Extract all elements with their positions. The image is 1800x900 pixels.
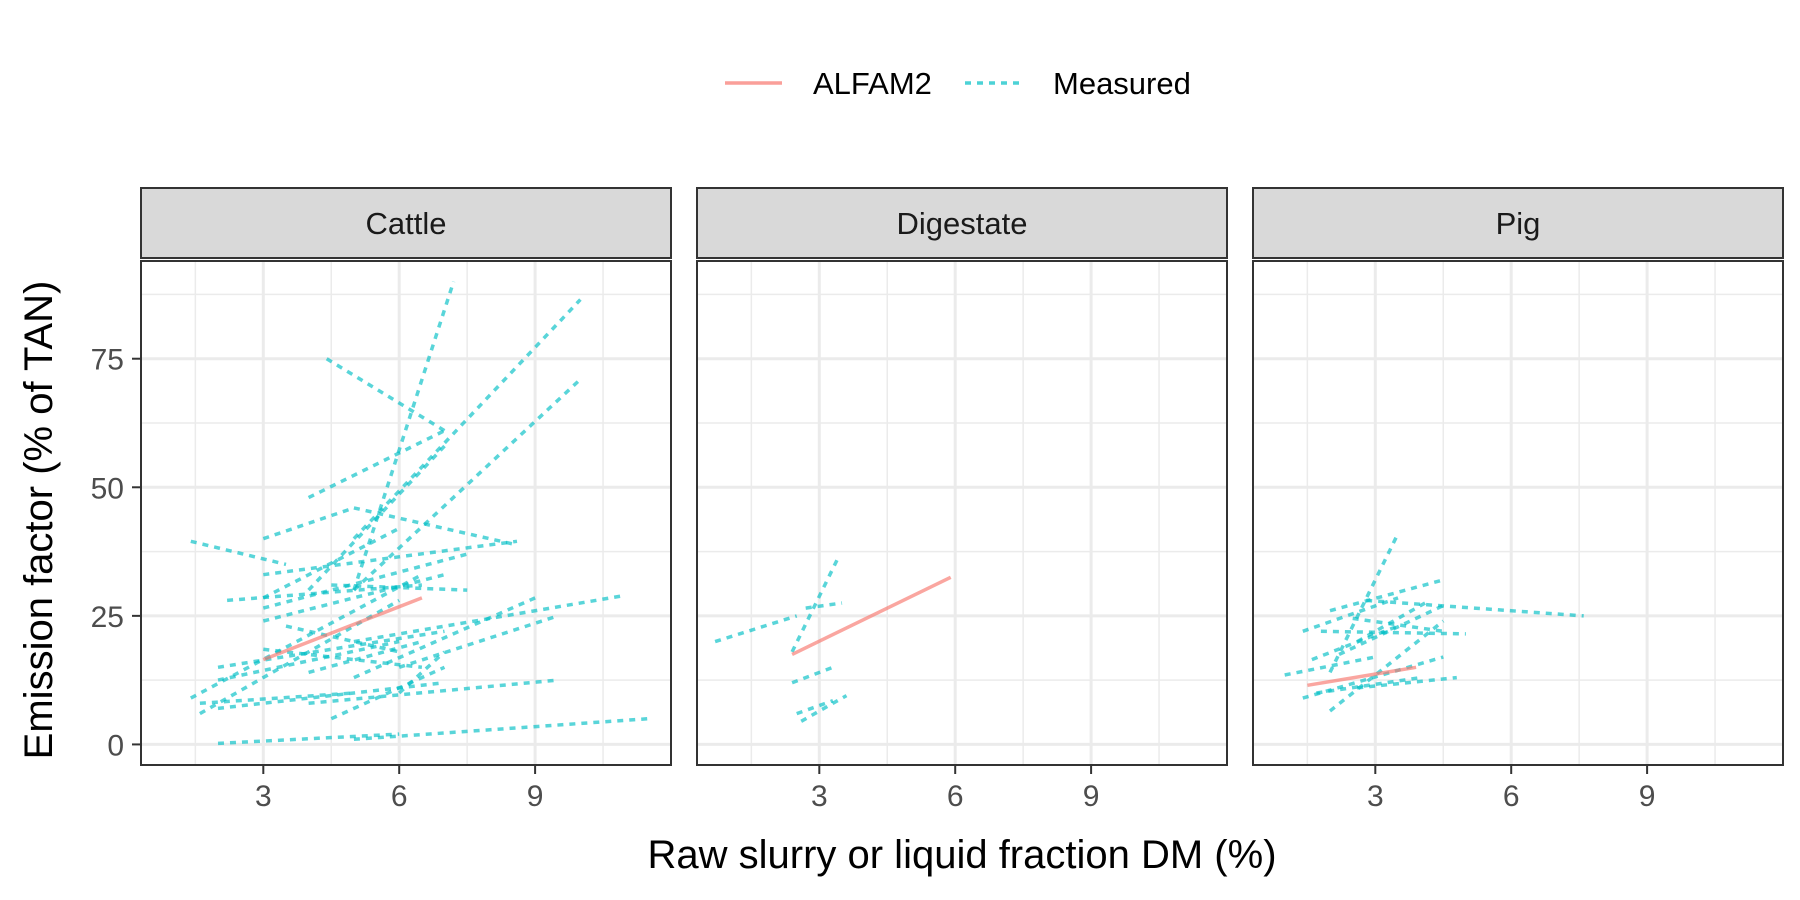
series-line-measured-digestate [800,694,848,723]
x-tick-label: 9 [1639,780,1656,813]
x-tick-label: 6 [947,780,964,813]
series-line-measured-cattle [217,629,445,670]
series-line-measured-cattle [352,378,582,592]
series-line-measured-pig [1329,578,1444,613]
y-tick-label: 75 [91,344,124,377]
series-line-alfam2-pig [1307,665,1417,688]
legend: ALFAM2 Measured [725,66,1191,101]
x-tick-label: 3 [1367,780,1384,813]
legend-label-measured: Measured [1053,66,1191,101]
y-tick-label: 50 [91,472,124,505]
series-line-measured-cattle [331,583,468,592]
series-line-measured-pig [1302,655,1444,700]
panel-border-digestate [696,260,1228,766]
series-line-measured-cattle [285,624,400,654]
x-tick-label: 6 [1503,780,1520,813]
series-line-measured-cattle [263,647,423,670]
series-line-measured-cattle [189,573,423,700]
series-line-measured-cattle [262,526,400,600]
facet-strip-pig [1252,187,1784,259]
series-line-measured-cattle [199,691,355,706]
series-line-measured-cattle [353,506,513,546]
series-line-measured-cattle [353,596,536,680]
series-line-measured-cattle [307,444,446,592]
series-line-measured-cattle [353,593,626,644]
x-tick-label: 9 [527,780,544,813]
series-line-measured-pig [1302,596,1399,633]
series-line-measured-digestate [714,614,798,644]
series-line-alfam2-cattle [262,596,423,662]
series-line-measured-pig [1316,675,1421,695]
y-tick-label: 0 [107,729,124,762]
x-tick-label: 9 [1083,780,1100,813]
panel-background-cattle [141,261,671,765]
panel-border-cattle [140,260,672,766]
x-tick-label: 3 [811,780,828,813]
facet-strip-label-pig: Pig [1496,206,1541,241]
x-axis-title: Raw slurry or liquid fraction DM (%) [647,833,1276,877]
facet-strip-label-digestate: Digestate [897,206,1028,241]
y-axis-title: Emission factor (% of TAN) [17,281,61,760]
y-tick-label: 25 [91,601,124,634]
x-tick-label: 6 [391,780,408,813]
series-line-measured-pig [1320,629,1466,636]
series-line-measured-cattle [398,650,446,695]
facet-strip-cattle [140,187,672,259]
series-line-measured-cattle [330,665,446,721]
series-line-measured-pig [1328,619,1445,713]
facet-digestate: Digestate 3 6 9 [696,187,1228,813]
series-line-measured-digestate [791,665,834,685]
series-line-measured-pig [1328,532,1400,674]
series-line-measured-pig [1357,675,1457,690]
series-line-measured-cattle [262,506,355,541]
facet-panels: Cattle 3 6 9 0 25 50 75 Digestate 3 6 9 Pig 3 6 9 [91,187,1784,813]
series-line-measured-cattle [190,539,287,567]
panel-background-digestate [697,261,1227,765]
facet-pig: Pig 3 6 9 [1252,187,1784,813]
series-line-measured-digestate [790,558,839,653]
series-line-measured-cattle [398,614,559,669]
series-line-measured-pig [1356,598,1431,644]
series-line-measured-cattle [308,639,423,675]
series-line-measured-cattle [199,598,401,716]
facet-cattle: Cattle 3 6 9 0 25 50 75 [91,187,672,813]
series-line-measured-cattle [308,678,558,706]
series-line-measured-cattle [217,680,445,711]
facet-strip-digestate [696,187,1228,259]
x-tick-label: 3 [255,780,272,813]
series-line-measured-pig [1352,616,1444,634]
series-line-measured-pig [1366,598,1584,618]
series-line-measured-pig [1284,655,1376,677]
series-line-measured-cattle [307,429,446,500]
legend-label-alfam2: ALFAM2 [813,66,932,101]
series-line-measured-pig [1311,624,1399,662]
panel-border-pig [1252,260,1784,766]
facet-strip-label-cattle: Cattle [366,206,447,241]
series-line-alfam2-digestate [791,575,952,656]
series-line-measured-cattle [353,716,649,742]
